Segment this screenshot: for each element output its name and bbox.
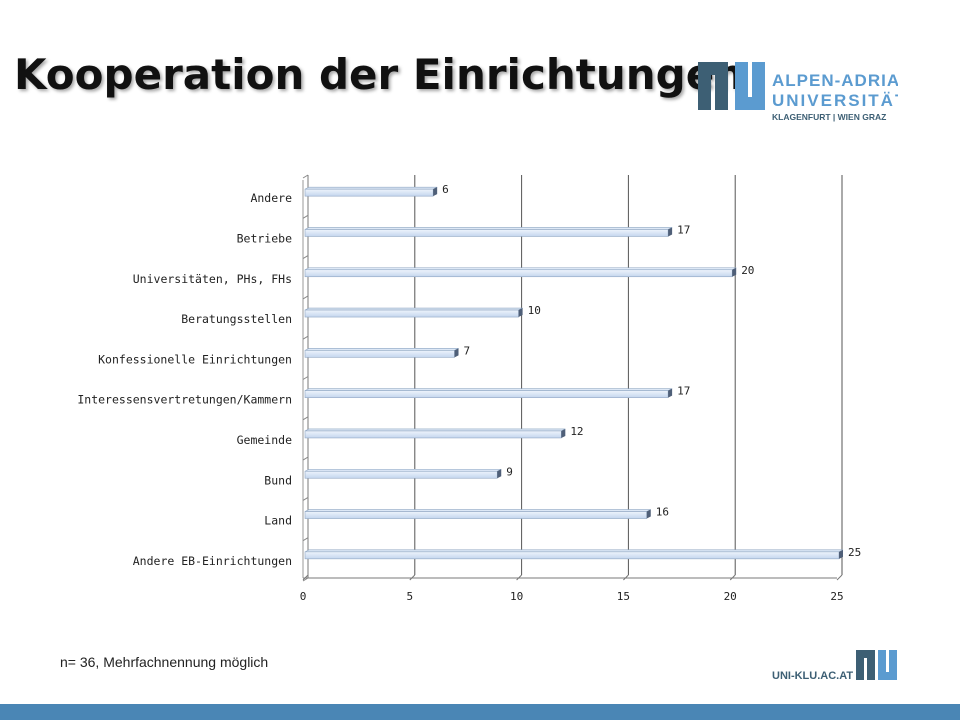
y-tick: [302, 214, 309, 219]
x-tick-label: 20: [724, 590, 737, 603]
x-tick-label: 5: [406, 590, 413, 603]
bar: [304, 511, 648, 519]
bar-top: [304, 227, 673, 230]
bottom-bar: [0, 704, 960, 720]
gridline-floor: [836, 574, 843, 581]
bar: [304, 470, 498, 479]
category-label: Andere: [250, 191, 292, 205]
sample-size-note: n= 36, Mehrfachnennung möglich: [60, 654, 269, 670]
category-label: Konfessionelle Einrichtungen: [98, 352, 292, 366]
footer-logo: UNI-KLU.AC.AT: [772, 650, 897, 682]
category-label: Universitäten, PHs, FHs: [133, 272, 292, 286]
data-label: 9: [506, 465, 513, 478]
footer-logo-mark: [856, 650, 897, 680]
bar-end: [646, 509, 651, 519]
y-tick: [302, 255, 309, 260]
category-label: Bund: [264, 473, 292, 487]
x-tick-label: 0: [300, 590, 307, 603]
bar: [304, 269, 733, 278]
category-label: Land: [264, 514, 292, 528]
bar-end: [454, 348, 459, 358]
logo-line-1: ALPEN-ADRIA: [772, 71, 898, 90]
x-tick-label: 15: [617, 590, 630, 603]
data-label: 7: [464, 344, 471, 357]
bar-end: [732, 267, 737, 277]
logo-line-2: UNIVERSITÄT: [772, 91, 898, 110]
bar: [304, 390, 669, 398]
bar: [304, 188, 434, 197]
bar: [304, 430, 562, 439]
category-label: Andere EB-Einrichtungen: [133, 554, 292, 568]
y-tick: [302, 537, 309, 542]
bars: [304, 186, 844, 560]
bar-top: [304, 186, 438, 190]
x-tick-label: 10: [510, 590, 523, 603]
y-tick: [302, 577, 309, 582]
y-tick: [302, 335, 309, 340]
university-logo: ALPEN-ADRIA UNIVERSITÄT KLAGENFURT | WIE…: [698, 62, 898, 122]
bar-end: [497, 469, 502, 479]
category-label: Beratungsstellen: [181, 312, 292, 326]
data-label: 10: [528, 304, 541, 317]
slide-title: Kooperation der Einrichtungen: [14, 50, 745, 99]
bar: [304, 551, 840, 560]
data-label: 20: [741, 264, 754, 277]
y-tick: [302, 174, 309, 179]
footer-url: UNI-KLU.AC.AT: [772, 670, 853, 682]
y-tick: [302, 416, 309, 421]
labels: 0 5 10 15 20 25 Andere 6 Betriebe 17 Universitäten…: [77, 183, 861, 603]
bar-end: [561, 428, 566, 438]
data-label: 17: [677, 385, 690, 398]
bar-chart: 0 5 10 15 20 25 Andere 6 Betriebe 17 Universitäten…: [77, 174, 861, 603]
y-tick: [302, 456, 309, 461]
category-label: Betriebe: [237, 231, 292, 245]
data-label: 25: [848, 546, 861, 559]
x-tick-label: 25: [830, 590, 843, 603]
y-tick: [302, 295, 309, 300]
logo-line-3: KLAGENFURT | WIEN GRAZ: [772, 112, 886, 122]
bar: [304, 350, 455, 358]
category-label: Gemeinde: [237, 433, 292, 447]
bar: [304, 229, 669, 237]
bar: [304, 309, 519, 318]
logo-mark: [698, 62, 765, 110]
bar-end: [839, 549, 843, 559]
data-label: 12: [570, 425, 583, 438]
data-label: 6: [442, 183, 449, 196]
data-label: 16: [656, 506, 669, 519]
bar-end: [433, 187, 438, 197]
y-tick: [302, 376, 309, 380]
bar-end: [668, 227, 673, 237]
bar-end: [518, 308, 523, 318]
bar-end: [668, 388, 673, 398]
y-tick: [302, 496, 309, 501]
data-label: 17: [677, 223, 690, 236]
category-label: Interessensvertretungen/Kammern: [77, 393, 292, 407]
